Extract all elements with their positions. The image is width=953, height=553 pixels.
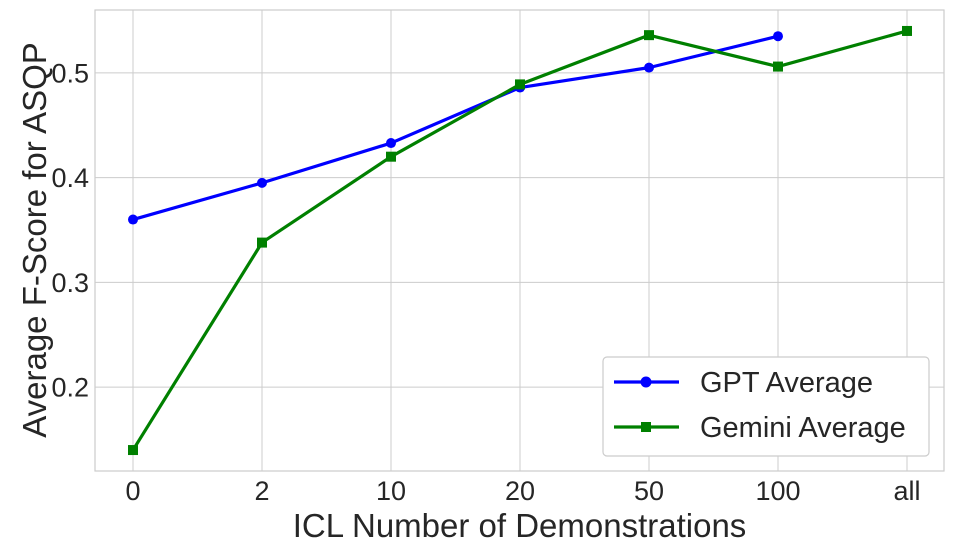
legend-label-gpt: GPT Average xyxy=(700,367,873,399)
y-tick-label: 0.4 xyxy=(51,163,89,193)
data-point-gpt xyxy=(773,31,783,42)
series-line-gpt xyxy=(132,34,779,222)
x-tick-label: 0 xyxy=(125,476,140,506)
data-point-gemini xyxy=(515,79,525,90)
data-point-gemini xyxy=(257,237,267,248)
x-axis-title: ICL Number of Demonstrations xyxy=(293,507,747,544)
data-point-gpt xyxy=(644,62,654,73)
data-point-gpt xyxy=(257,177,267,188)
x-tick-label: 2 xyxy=(254,476,269,506)
x-tick-label: all xyxy=(893,476,920,506)
y-tick-label: 0.2 xyxy=(51,373,89,403)
y-tick-label: 0.3 xyxy=(51,268,89,298)
x-tick-label: 100 xyxy=(755,476,800,506)
data-point-gemini xyxy=(773,61,783,72)
data-point-gpt xyxy=(386,138,396,149)
legend-label-gemini: Gemini Average xyxy=(700,412,906,444)
y-tick-labels: 0.2 0.3 0.4 0.5 xyxy=(51,58,89,402)
data-point-gemini xyxy=(386,151,396,162)
y-axis-title: Average F-Score for ASQP xyxy=(16,42,53,438)
data-point-gemini xyxy=(128,445,138,456)
x-tick-label: 20 xyxy=(505,476,535,506)
series-layer xyxy=(128,25,912,456)
legend-marker-gemini xyxy=(641,422,651,432)
x-tick-label: 10 xyxy=(376,476,406,506)
y-tick-label: 0.5 xyxy=(51,58,89,88)
series-gemini xyxy=(128,25,912,456)
data-point-gemini xyxy=(902,25,912,36)
legend: GPT Average Gemini Average xyxy=(602,356,930,457)
legend-box xyxy=(602,356,930,457)
x-tick-label: 50 xyxy=(634,476,664,506)
data-point-gpt xyxy=(128,214,138,225)
legend-marker-gpt xyxy=(640,376,652,388)
data-point-gemini xyxy=(644,30,654,41)
x-tick-labels: 0 2 10 20 50 100 all xyxy=(125,476,920,506)
